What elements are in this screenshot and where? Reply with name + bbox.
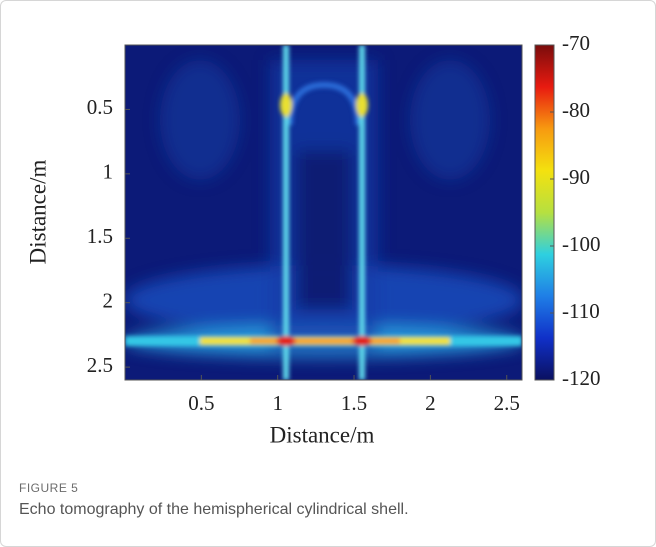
colorbar-tick-label: -80 bbox=[562, 98, 590, 122]
x-tick-label: 1.5 bbox=[341, 391, 367, 415]
colorbar-tick-label: -100 bbox=[562, 232, 601, 256]
figure-caption: Echo tomography of the hemispherical cyl… bbox=[19, 501, 409, 518]
y-tick-label: 1 bbox=[103, 160, 114, 184]
colorbar-tick-label: -120 bbox=[562, 366, 601, 390]
y-tick-label: 1.5 bbox=[87, 224, 113, 248]
x-tick-label: 0.5 bbox=[188, 391, 214, 415]
x-tick-label: 2.5 bbox=[494, 391, 520, 415]
y-tick-label: 2.5 bbox=[87, 353, 113, 377]
y-tick-label: 2 bbox=[103, 289, 114, 313]
chart: Distance/m Distance/m 0.5 1 1.5 2 2.5 0.5 1 1.5… bbox=[25, 31, 601, 447]
x-axis-label: Distance/m bbox=[270, 422, 375, 447]
plot-border bbox=[124, 44, 523, 381]
colorbar-tick-label: -70 bbox=[562, 31, 590, 55]
figure-label: FIGURE 5 bbox=[19, 481, 79, 495]
y-axis-label: Distance/m bbox=[25, 160, 50, 265]
y-tick-label: 0.5 bbox=[87, 95, 113, 119]
colorbar-tick-label: -90 bbox=[562, 165, 590, 189]
colorbar bbox=[534, 44, 555, 381]
heatmap bbox=[125, 45, 522, 380]
x-tick-label: 1 bbox=[272, 391, 283, 415]
heatmap-features bbox=[125, 45, 522, 380]
colorbar-tick-label: -110 bbox=[562, 299, 600, 323]
x-tick-label: 2 bbox=[425, 391, 436, 415]
